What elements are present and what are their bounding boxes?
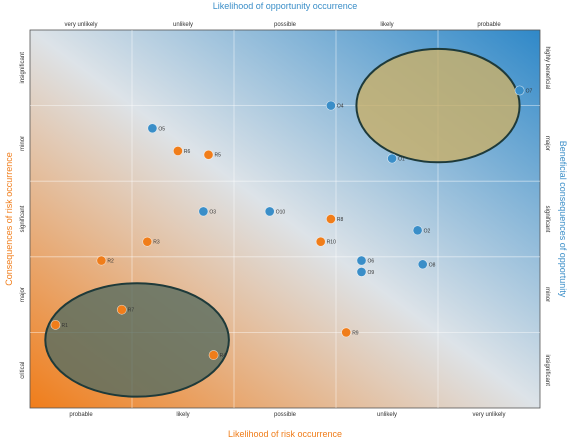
point-label: R7 bbox=[128, 308, 135, 314]
top-tick-label: very unlikely bbox=[64, 22, 97, 28]
bottom-tick-label: very unlikely bbox=[472, 412, 505, 418]
left-tick-label: significant bbox=[20, 205, 26, 232]
point-label: R4 bbox=[220, 353, 227, 359]
point-label: O5 bbox=[158, 126, 165, 132]
point-label: R8 bbox=[337, 217, 344, 223]
point-label: R6 bbox=[184, 149, 191, 155]
point-label: O2 bbox=[424, 228, 431, 234]
right-axis-title: Beneficial consequences of opportunity bbox=[558, 141, 568, 298]
right-tick-label: significant bbox=[544, 206, 550, 233]
opportunity-point-o7 bbox=[514, 85, 525, 96]
right-tick-label: major bbox=[544, 136, 550, 151]
left-tick-label: major bbox=[20, 287, 26, 302]
risk-point-r3 bbox=[142, 236, 153, 247]
point-label: O4 bbox=[337, 104, 344, 110]
right-tick-label: insignificant bbox=[544, 355, 550, 387]
risk-point-r2 bbox=[96, 255, 107, 266]
bottom-tick-label: unlikely bbox=[377, 412, 397, 418]
opportunity-point-o6 bbox=[356, 255, 367, 266]
bottom-tick-label: likely bbox=[176, 412, 189, 418]
risk-point-r9 bbox=[341, 327, 352, 338]
left-tick-label: critical bbox=[20, 362, 26, 379]
opportunity-point-o8 bbox=[417, 259, 428, 270]
point-label: R10 bbox=[327, 240, 336, 246]
highlight-regions bbox=[44, 47, 521, 398]
opportunity-point-o10 bbox=[264, 206, 275, 217]
point-label: O8 bbox=[429, 262, 436, 268]
top-tick-label: probable bbox=[477, 22, 501, 28]
risk-point-r1 bbox=[50, 319, 61, 330]
right-tick-label: minor bbox=[544, 287, 550, 302]
point-label: O1 bbox=[398, 157, 405, 163]
risk-point-r4 bbox=[208, 350, 219, 360]
highlight-ellipse bbox=[355, 47, 521, 164]
data-points: R6 R5 R3 R2 R7 R1 R4 R8 R10 R9 O5 O4 O7 O1 O3 O10 O2 O6 O9… bbox=[50, 85, 533, 360]
risk-point-r6 bbox=[172, 146, 183, 156]
bottom-axis-title: Likelihood of risk occurrence bbox=[228, 429, 342, 439]
risk-point-r10 bbox=[315, 236, 326, 247]
risk-point-r8 bbox=[325, 214, 336, 224]
tick-labels: very unlikely unlikely possible likely proba… bbox=[20, 22, 550, 418]
point-label: R2 bbox=[107, 259, 114, 265]
risk-point-r5 bbox=[203, 149, 214, 160]
opportunity-point-o5 bbox=[147, 123, 158, 134]
point-label: O10 bbox=[276, 209, 286, 215]
point-label: O6 bbox=[368, 259, 375, 265]
opportunity-point-o1 bbox=[387, 153, 397, 164]
left-tick-label: minor bbox=[20, 136, 26, 151]
point-label: R9 bbox=[352, 330, 359, 336]
opportunity-point-o9 bbox=[356, 267, 367, 277]
left-tick-label: insignificant bbox=[20, 52, 26, 84]
top-tick-label: unlikely bbox=[173, 22, 193, 28]
top-axis-title: Likelihood of opportunity occurrence bbox=[213, 1, 358, 11]
top-tick-label: possible bbox=[274, 22, 297, 28]
top-tick-label: likely bbox=[380, 22, 393, 28]
opportunity-point-o2 bbox=[412, 225, 423, 236]
point-label: O7 bbox=[526, 88, 533, 94]
risk-point-r7 bbox=[116, 304, 127, 315]
opportunity-point-o4 bbox=[325, 100, 336, 111]
opportunity-point-o3 bbox=[198, 206, 209, 217]
point-label: R3 bbox=[153, 240, 160, 246]
right-tick-label: highly beneficial bbox=[544, 46, 550, 89]
point-label: R1 bbox=[62, 323, 69, 329]
left-axis-title: Consequences of risk occurrence bbox=[4, 152, 14, 286]
bottom-tick-label: probable bbox=[69, 412, 93, 418]
bottom-tick-label: possible bbox=[274, 412, 297, 418]
point-label: O3 bbox=[209, 209, 216, 215]
point-label: R5 bbox=[215, 153, 222, 159]
point-label: O9 bbox=[368, 270, 375, 276]
highlight-ellipse bbox=[44, 282, 230, 398]
